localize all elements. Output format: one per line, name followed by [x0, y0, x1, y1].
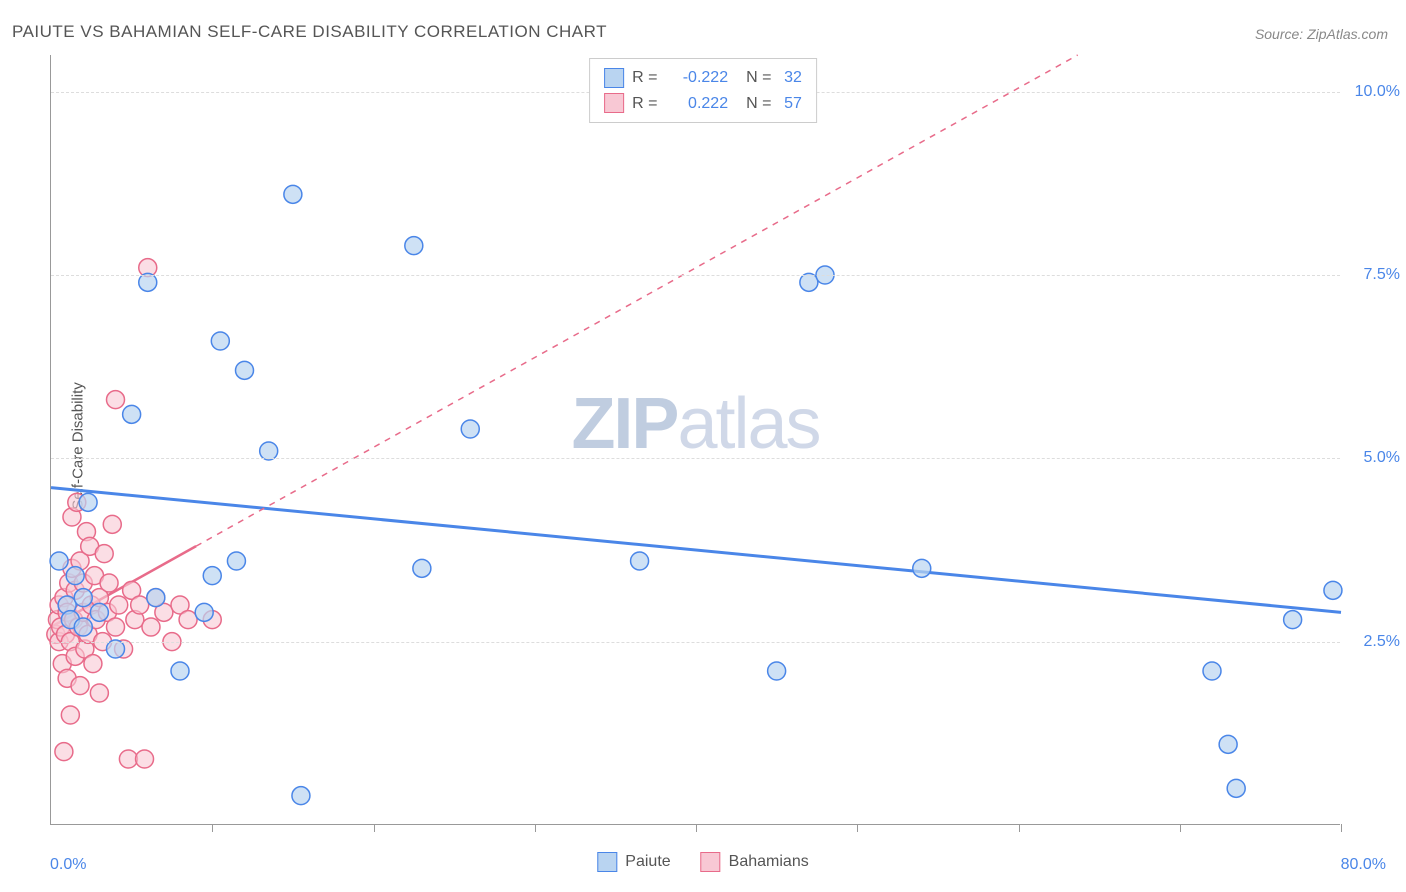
x-axis-min: 0.0%: [50, 856, 86, 874]
data-point: [179, 611, 197, 629]
source-label: Source: ZipAtlas.com: [1255, 26, 1388, 42]
data-point: [103, 515, 121, 533]
data-point: [461, 420, 479, 438]
x-tick: [857, 824, 858, 832]
data-point: [236, 361, 254, 379]
r-label: R =: [632, 65, 660, 91]
gridline: [51, 642, 1340, 643]
data-point: [61, 706, 79, 724]
data-point: [100, 574, 118, 592]
data-point: [142, 618, 160, 636]
x-tick: [535, 824, 536, 832]
swatch-icon: [604, 93, 624, 113]
x-axis-max: 80.0%: [1341, 856, 1386, 874]
data-point: [171, 662, 189, 680]
swatch-icon: [597, 852, 617, 872]
data-point: [203, 567, 221, 585]
data-point: [1219, 735, 1237, 753]
data-point: [74, 618, 92, 636]
y-tick-label: 5.0%: [1364, 449, 1400, 467]
gridline: [51, 275, 1340, 276]
data-point: [913, 559, 931, 577]
data-point: [405, 237, 423, 255]
y-tick-label: 10.0%: [1355, 83, 1400, 101]
data-point: [95, 545, 113, 563]
data-point: [107, 618, 125, 636]
data-point: [107, 640, 125, 658]
gridline: [51, 458, 1340, 459]
legend-item: Bahamians: [701, 852, 809, 872]
data-point: [211, 332, 229, 350]
stats-legend: R = -0.222 N = 32 R = 0.222 N = 57: [589, 58, 817, 123]
y-tick-label: 2.5%: [1364, 633, 1400, 651]
chart-title: PAIUTE VS BAHAMIAN SELF-CARE DISABILITY …: [12, 22, 607, 42]
regression-line-dashed: [196, 55, 1078, 546]
data-point: [1203, 662, 1221, 680]
data-point: [123, 405, 141, 423]
x-tick: [1341, 824, 1342, 832]
data-point: [110, 596, 128, 614]
data-point: [79, 493, 97, 511]
n-value: 32: [784, 65, 802, 91]
stats-row: R = 0.222 N = 57: [604, 91, 802, 117]
y-tick-label: 7.5%: [1364, 266, 1400, 284]
data-point: [147, 589, 165, 607]
x-tick: [374, 824, 375, 832]
data-point: [413, 559, 431, 577]
data-point: [1284, 611, 1302, 629]
data-point: [284, 185, 302, 203]
r-value: -0.222: [668, 65, 728, 91]
data-point: [107, 391, 125, 409]
data-point: [119, 750, 137, 768]
stats-row: R = -0.222 N = 32: [604, 65, 802, 91]
r-label: R =: [632, 91, 660, 117]
legend-item: Paiute: [597, 852, 670, 872]
legend-label: Paiute: [625, 853, 670, 871]
data-point: [260, 442, 278, 460]
data-point: [800, 273, 818, 291]
data-point: [66, 567, 84, 585]
data-point: [84, 655, 102, 673]
data-point: [631, 552, 649, 570]
data-point: [90, 603, 108, 621]
chart-container: PAIUTE VS BAHAMIAN SELF-CARE DISABILITY …: [0, 0, 1406, 892]
plot-area: ZIPatlas 2.5%5.0%7.5%10.0%: [50, 55, 1340, 825]
x-tick: [1180, 824, 1181, 832]
series-legend: Paiute Bahamians: [597, 852, 808, 872]
data-point: [55, 743, 73, 761]
data-point: [195, 603, 213, 621]
data-point: [71, 677, 89, 695]
legend-label: Bahamians: [729, 853, 809, 871]
data-point: [90, 684, 108, 702]
data-point: [139, 273, 157, 291]
x-tick: [212, 824, 213, 832]
scatter-plot: [51, 55, 1340, 824]
data-point: [131, 596, 149, 614]
swatch-icon: [604, 68, 624, 88]
data-point: [74, 589, 92, 607]
data-point: [227, 552, 245, 570]
data-point: [50, 552, 68, 570]
swatch-icon: [701, 852, 721, 872]
regression-line: [51, 488, 1341, 613]
data-point: [136, 750, 154, 768]
n-label: N =: [746, 91, 776, 117]
x-tick: [696, 824, 697, 832]
data-point: [768, 662, 786, 680]
r-value: 0.222: [668, 91, 728, 117]
x-tick: [1019, 824, 1020, 832]
data-point: [1227, 779, 1245, 797]
data-point: [1324, 581, 1342, 599]
n-value: 57: [784, 91, 802, 117]
n-label: N =: [746, 65, 776, 91]
data-point: [292, 787, 310, 805]
